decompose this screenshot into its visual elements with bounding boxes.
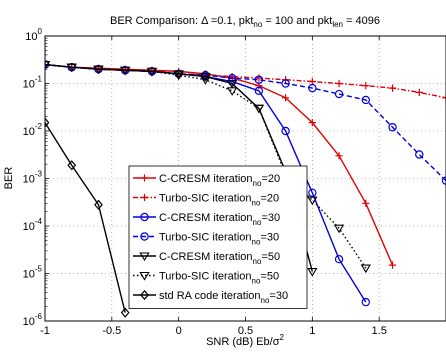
x-tick-label: 0.5 xyxy=(238,325,253,337)
legend-entry: C-CRESM iterationno=30 xyxy=(133,212,280,227)
series-layer xyxy=(45,60,446,318)
legend-entry: Turbo-SIC iterationno=20 xyxy=(133,193,279,208)
legend-entry: Turbo-SIC iterationno=50 xyxy=(133,271,279,286)
data-point xyxy=(254,86,264,96)
legend-box xyxy=(128,165,308,309)
y-ticks: 10-6 10-5 10-4 10-3 10-2 10-1 100 xyxy=(23,27,49,328)
data-point xyxy=(360,264,371,274)
x-axis-label-sup: 2 xyxy=(279,333,284,342)
data-point xyxy=(361,297,370,307)
data-point xyxy=(388,84,397,92)
legend-label: C-CRESM iterationno=30 xyxy=(159,212,280,227)
data-point xyxy=(173,70,184,79)
data-point xyxy=(335,152,343,160)
y-tick-label: 10-3 xyxy=(23,170,43,186)
data-point xyxy=(173,71,184,81)
y-tick-label: 10-4 xyxy=(23,217,43,233)
x-tick-label: -1 xyxy=(40,325,50,337)
chart-title-sub2: len xyxy=(332,20,343,29)
data-point xyxy=(227,73,237,83)
legend-entry: C-CRESM iterationno=20 xyxy=(133,173,280,188)
chart-title-mid: = 100 and pkt xyxy=(262,15,332,27)
data-point xyxy=(308,83,317,93)
data-point xyxy=(415,150,424,159)
data-point xyxy=(200,76,211,85)
x-tick-label: 1.5 xyxy=(372,325,387,337)
data-point xyxy=(362,199,370,207)
data-point xyxy=(66,63,77,73)
y-tick-label: 10-2 xyxy=(23,122,43,138)
data-point xyxy=(140,193,149,202)
x-tick-label: 1 xyxy=(309,325,315,337)
data-point xyxy=(140,212,149,222)
data-point xyxy=(146,67,158,77)
data-point xyxy=(334,255,344,264)
data-point xyxy=(45,117,50,128)
data-point xyxy=(333,224,345,234)
y-axis-label: BER xyxy=(3,167,15,190)
chart-title-main: BER Comparison: Δ =0.1, pkt xyxy=(110,15,253,27)
legend-entry: Turbo-SIC iterationno=30 xyxy=(133,232,279,247)
data-point xyxy=(415,88,423,96)
x-ticks: -1 -0.5 0 0.5 1 1.5 xyxy=(40,36,387,337)
x-axis-label-main: SNR (dB) Eb/σ xyxy=(206,336,280,348)
series-7 xyxy=(45,117,130,318)
x-tick-label: -0.5 xyxy=(102,325,121,337)
data-point xyxy=(282,94,290,102)
legend: C-CRESM iterationno=20 Turbo-SIC iteratio… xyxy=(128,165,308,309)
data-point xyxy=(94,199,103,210)
chart-title-end: = 4096 xyxy=(343,15,380,27)
data-point xyxy=(226,79,238,89)
data-point xyxy=(388,261,397,269)
data-point xyxy=(67,160,77,171)
y-tick-label: 10-1 xyxy=(23,75,43,91)
data-point xyxy=(139,271,150,281)
series-6 xyxy=(45,61,371,274)
data-point xyxy=(93,65,104,75)
data-point xyxy=(361,95,370,105)
data-point xyxy=(139,252,150,262)
legend-label: Turbo-SIC iterationno=20 xyxy=(159,193,279,208)
series-line xyxy=(45,122,126,313)
legend-label: Turbo-SIC iterationno=50 xyxy=(159,271,279,286)
data-point xyxy=(281,126,290,136)
data-point xyxy=(140,174,149,182)
chart-title-sub1: no xyxy=(253,20,262,29)
data-point xyxy=(281,79,290,88)
legend-label: Turbo-SIC iterationno=30 xyxy=(159,232,279,247)
data-point xyxy=(335,79,343,88)
data-point xyxy=(307,267,318,277)
data-point xyxy=(442,94,446,102)
data-point xyxy=(140,289,149,301)
legend-entry: C-CRESM iterationno=50 xyxy=(133,251,280,266)
legend-label: C-CRESM iterationno=20 xyxy=(159,173,280,188)
data-point xyxy=(45,61,51,70)
data-point xyxy=(254,75,264,84)
series-line xyxy=(45,63,394,266)
data-point xyxy=(334,89,344,99)
x-tick-label: 0 xyxy=(176,325,182,337)
data-point xyxy=(307,196,318,206)
data-point xyxy=(308,119,316,127)
data-point xyxy=(253,104,265,114)
legend-label: std RA code iterationno=30 xyxy=(159,290,288,305)
data-point xyxy=(120,307,130,318)
data-point xyxy=(362,82,370,90)
y-tick-label: 10-6 xyxy=(23,312,43,328)
y-tick-label: 10-5 xyxy=(23,265,43,281)
series-line xyxy=(45,63,367,269)
data-point xyxy=(226,87,238,96)
chart-title: BER Comparison: Δ =0.1, pktno = 100 and … xyxy=(110,15,380,29)
y-tick-label: 100 xyxy=(25,27,42,43)
data-point xyxy=(120,66,131,76)
x-axis-label: SNR (dB) Eb/σ2 xyxy=(206,333,284,348)
data-point xyxy=(388,123,397,132)
legend-label: C-CRESM iterationno=50 xyxy=(159,251,280,266)
legend-entry: std RA code iterationno=30 xyxy=(133,289,288,305)
data-point xyxy=(308,188,317,197)
data-point xyxy=(140,232,149,241)
